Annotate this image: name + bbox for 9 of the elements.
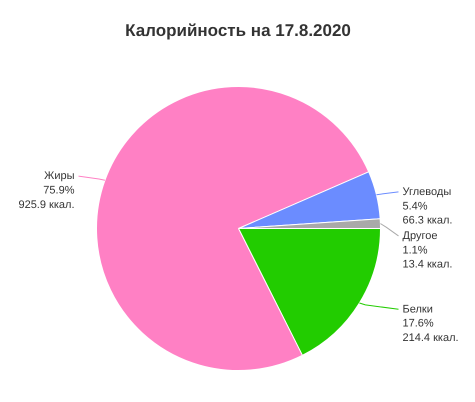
- data-label: 17.6% 214.4 ккал.: [402, 318, 459, 344]
- slice-label: Углеводы: [402, 186, 452, 198]
- slice-label: Белки: [402, 303, 433, 316]
- chart-title: Калорийность на 17.8.2020: [125, 21, 351, 40]
- slice-label: Другое: [402, 230, 438, 242]
- data-label: 1.1% 13.4 ккал.: [402, 244, 452, 271]
- data-label: 75.9% 925.9 ккал.: [18, 184, 75, 211]
- slice-label: Жиры: [44, 170, 75, 182]
- data-label: 5.4% 66.3 ккал.: [402, 200, 452, 227]
